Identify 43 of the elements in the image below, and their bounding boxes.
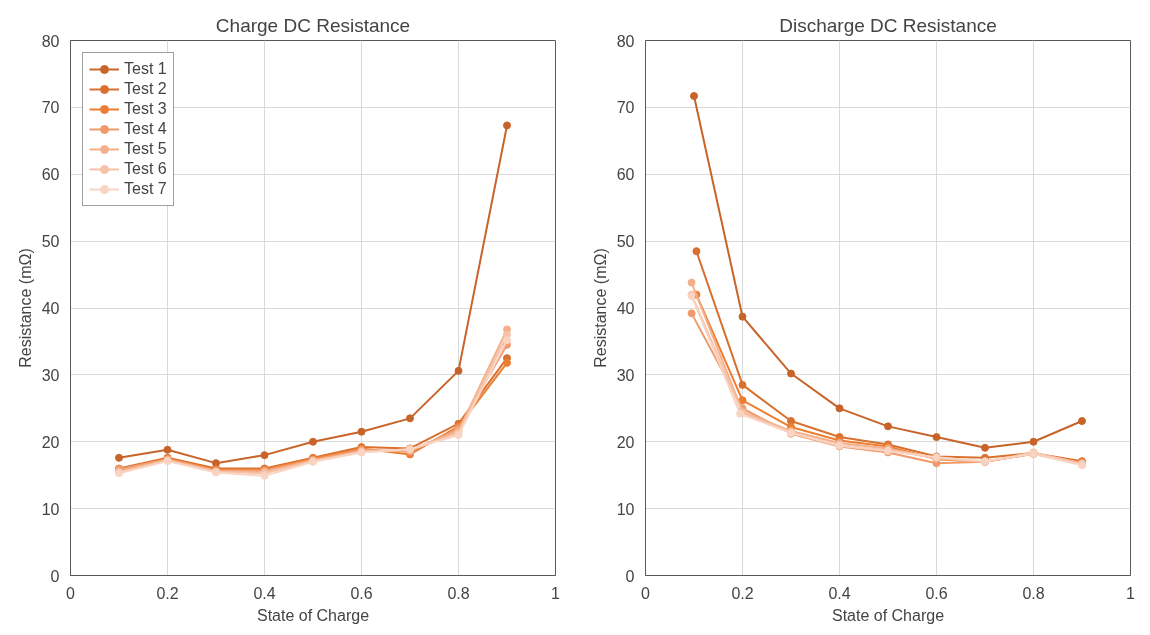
y-tick-label: 70 bbox=[41, 99, 60, 117]
x-tick-label: 0.6 bbox=[350, 584, 373, 602]
x-axis-title: State of Charge bbox=[831, 606, 945, 624]
x-tick-label: 0.8 bbox=[1022, 584, 1045, 602]
legend-label: Test 6 bbox=[124, 160, 167, 178]
legend-label: Test 1 bbox=[124, 60, 167, 78]
y-tick-label: 60 bbox=[616, 166, 635, 184]
y-tick-label: 60 bbox=[41, 166, 60, 184]
x-tick-label: 0.6 bbox=[925, 584, 948, 602]
x-tick-label: 0 bbox=[66, 584, 76, 602]
legend-label: Test 5 bbox=[124, 140, 167, 158]
y-tick-label: 40 bbox=[41, 300, 60, 317]
x-tick-label: 1 bbox=[551, 584, 561, 602]
x-axis-title: State of Charge bbox=[256, 606, 370, 624]
y-tick-label: 40 bbox=[616, 300, 635, 317]
y-tick-label: 10 bbox=[41, 500, 60, 518]
y-tick-label: 0 bbox=[50, 567, 60, 585]
y-tick-label: 50 bbox=[41, 233, 60, 251]
x-tick-label: 0.8 bbox=[447, 584, 470, 602]
y-tick-label: 80 bbox=[41, 32, 60, 50]
y-axis-title: Resistance (mΩ) bbox=[16, 248, 34, 368]
y-tick-label: 10 bbox=[616, 500, 635, 518]
legend-label: Test 2 bbox=[124, 80, 167, 98]
x-tick-label: 0.2 bbox=[731, 584, 754, 602]
legend-label: Test 7 bbox=[124, 180, 167, 198]
y-tick-label: 70 bbox=[616, 99, 635, 117]
chart-title: Discharge DC Resistance bbox=[779, 14, 997, 36]
y-tick-label: 20 bbox=[616, 433, 635, 451]
y-tick-label: 30 bbox=[41, 366, 60, 384]
x-tick-label: 1 bbox=[1126, 584, 1136, 602]
y-tick-label: 0 bbox=[625, 567, 635, 585]
y-tick-label: 30 bbox=[616, 366, 635, 384]
x-tick-label: 0.4 bbox=[253, 584, 276, 602]
y-tick-label: 50 bbox=[616, 233, 635, 251]
x-tick-label: 0.2 bbox=[156, 584, 179, 602]
y-tick-label: 80 bbox=[616, 32, 635, 50]
y-tick-label: 20 bbox=[41, 433, 60, 451]
x-tick-label: 0 bbox=[641, 584, 651, 602]
x-tick-label: 0.4 bbox=[828, 584, 851, 602]
legend-label: Test 3 bbox=[124, 100, 167, 118]
chart-title: Charge DC Resistance bbox=[215, 14, 411, 36]
y-axis-title: Resistance (mΩ) bbox=[591, 248, 609, 368]
legend-label: Test 4 bbox=[124, 120, 167, 138]
